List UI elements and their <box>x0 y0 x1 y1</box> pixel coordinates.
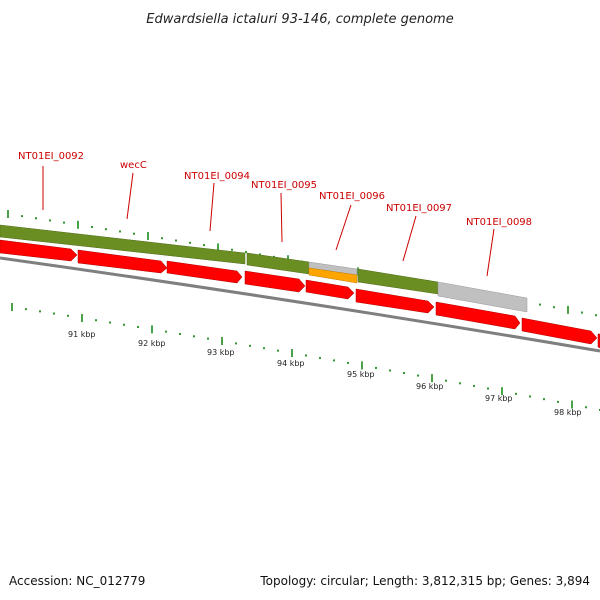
map-title: Edwardsiella ictaluri 93-146, complete g… <box>146 12 453 27</box>
gene-bar[interactable] <box>246 252 310 275</box>
gene-bar[interactable] <box>357 268 439 295</box>
pseudogene-bar[interactable] <box>437 281 528 313</box>
orange-feature-bar[interactable] <box>308 267 358 284</box>
gene-label-nt01ei-0097: NT01EI_0097 <box>386 203 452 214</box>
gene-label-nt01ei-0096: NT01EI_0096 <box>319 191 385 202</box>
cds-arrow[interactable] <box>305 279 355 300</box>
gene-label-nt01ei-0092: NT01EI_0092 <box>18 151 84 162</box>
inner-tick-marks <box>11 303 600 411</box>
kbp-label: 91 kbp <box>68 330 96 339</box>
kbp-label: 98 kbp <box>554 408 582 417</box>
cds-arrow[interactable] <box>0 239 78 262</box>
gene-label-nt01ei-0095: NT01EI_0095 <box>251 180 317 191</box>
kbp-label: 94 kbp <box>277 359 305 368</box>
kbp-scale-labels: 91 kbp 92 kbp 93 kbp 94 kbp 95 kbp 96 kb… <box>68 330 582 417</box>
cds-arrow[interactable] <box>244 270 306 293</box>
gene-label-wecc: wecC <box>120 160 147 171</box>
accession-text: Accession: NC_012779 <box>9 574 146 588</box>
kbp-label: 92 kbp <box>138 339 166 348</box>
cds-arrow[interactable] <box>435 301 521 330</box>
genome-backbone <box>0 256 600 353</box>
gene-label-nt01ei-0098: NT01EI_0098 <box>466 217 532 228</box>
cds-arrow[interactable] <box>355 288 435 314</box>
gene-labels: NT01EI_0092 wecC NT01EI_0094 NT01EI_0095… <box>18 151 532 277</box>
gene-bar[interactable] <box>0 224 246 265</box>
kbp-label: 95 kbp <box>347 370 375 379</box>
cds-arrow[interactable] <box>166 260 243 284</box>
gene-feature-bars <box>0 224 528 313</box>
gene-label-nt01ei-0094: NT01EI_0094 <box>184 171 250 182</box>
kbp-label: 93 kbp <box>207 348 235 357</box>
topology-text: Topology: circular; Length: 3,812,315 bp… <box>260 574 590 588</box>
kbp-label: 96 kbp <box>416 382 444 391</box>
cds-arrow[interactable] <box>521 317 598 345</box>
kbp-label: 97 kbp <box>485 394 513 403</box>
cds-arrow[interactable] <box>77 249 168 274</box>
